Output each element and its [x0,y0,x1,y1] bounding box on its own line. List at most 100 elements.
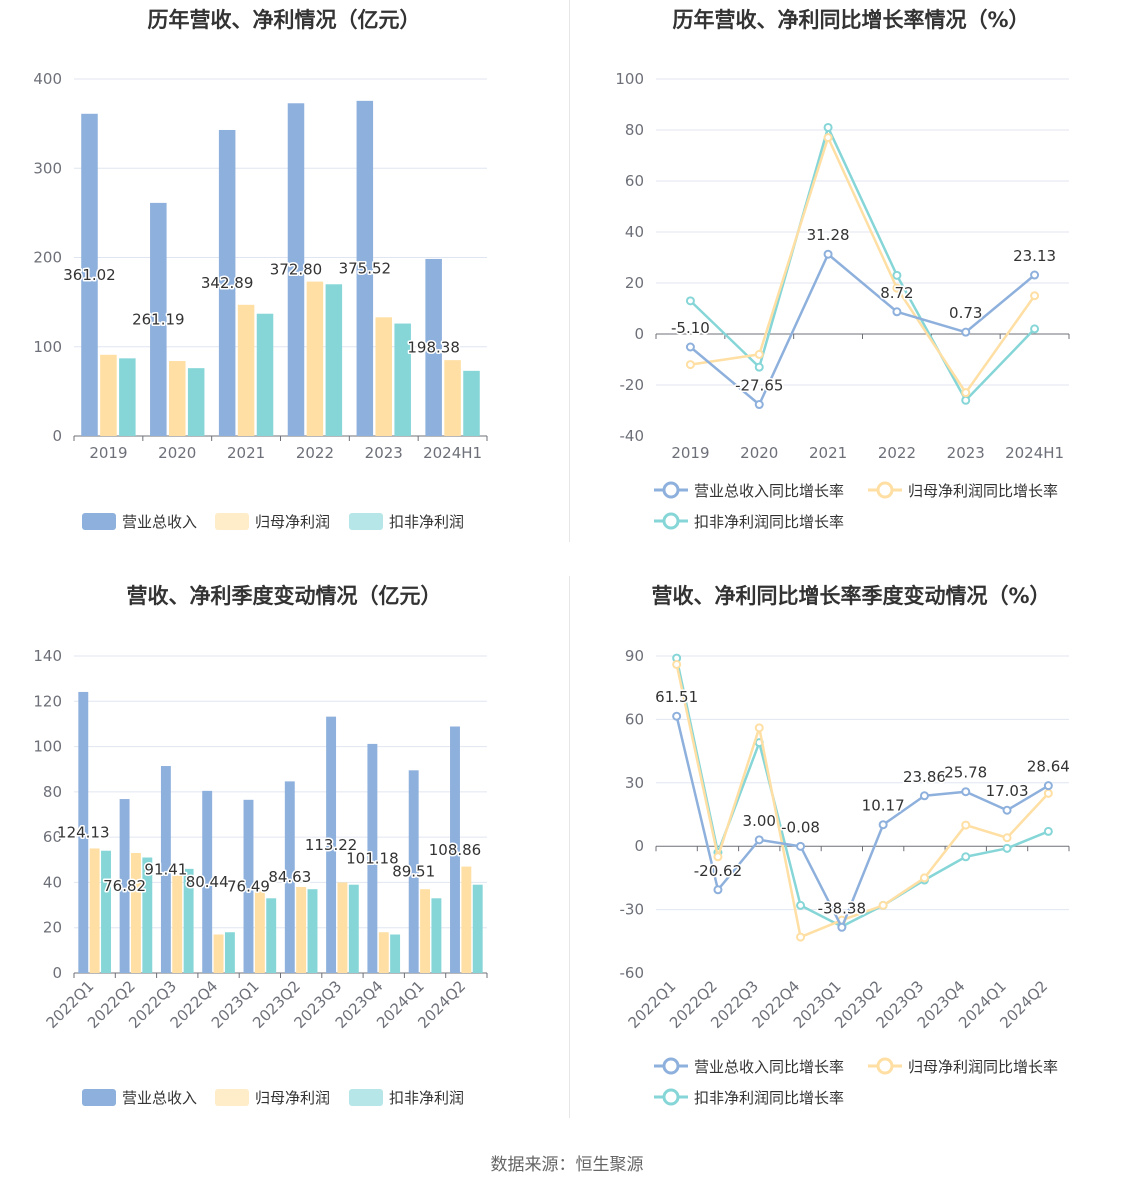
bar-2 [237,304,255,436]
bar-3 [266,898,277,973]
point-3 [892,270,902,280]
data-label: 101.18 [346,849,399,867]
point-2 [961,820,971,830]
point-1 [685,342,695,352]
bar-2 [306,281,324,436]
data-label: -0.08 [781,818,820,836]
chart-title: 历年营收、净利情况（亿元） [147,8,421,32]
legend-label: 归母净利润 [255,513,330,531]
bar-3 [183,868,194,973]
legend-label: 归母净利润同比增长率 [908,1058,1058,1076]
data-label: 261.19 [132,310,185,328]
legend-label: 营业总收入 [122,513,197,531]
bar-3 [394,323,411,436]
y-tick-label: 140 [33,647,62,665]
point-2 [672,659,682,669]
data-label: 372.80 [270,261,323,279]
legend-label: 扣非净利润同比增长率 [694,513,844,531]
bar-1 [78,691,89,973]
data-label: 375.52 [339,259,392,277]
x-tick-label: 2019 [89,444,127,462]
legend-marker [876,481,894,499]
point-2 [892,283,902,293]
point-1 [837,922,847,932]
y-tick-label: 120 [33,692,62,710]
bar-2 [444,360,461,436]
bar-2 [375,317,393,436]
data-label: -5.10 [671,319,710,337]
legend-label: 扣非净利润 [389,513,464,531]
point-1 [919,791,929,801]
point-2 [919,873,929,883]
y-tick-label: 60 [625,172,644,190]
legend-label: 营业总收入同比增长率 [694,1058,844,1076]
x-tick-label: 2021 [809,444,847,462]
y-tick-label: 30 [625,774,644,792]
series-line-3 [689,126,1036,402]
bar-3 [390,934,401,973]
bar-2 [100,354,117,436]
data-label: -27.65 [735,377,783,395]
y-tick-label: 60 [625,710,644,728]
chart-panel-quarterly-growth: 营收、净利同比增长率季度变动情况（%） -60 -30 0 30 60 90 2022Q1 2… [568,576,1134,1136]
data-label: 89.51 [392,863,435,881]
x-tick-label: 2020 [740,444,778,462]
point-2 [796,932,806,942]
data-source-note: 数据来源：恒生聚源 [490,1155,644,1175]
series-line-3 [675,657,1049,928]
bar-2 [168,361,186,436]
point-1 [892,307,902,317]
bar-3 [463,370,480,436]
point-2 [1030,291,1040,301]
y-tick-label: 0 [52,427,62,445]
bar-1 [160,766,171,973]
y-tick-label: 40 [43,873,62,891]
point-2 [754,723,764,733]
point-3 [961,395,971,405]
y-tick-label: -30 [620,901,645,919]
data-label: 8.72 [880,284,913,302]
point-3 [796,900,806,910]
bar-2 [461,866,472,973]
data-label: 76.82 [103,877,146,895]
point-2 [1043,788,1053,798]
legend-label: 扣非净利润 [389,1089,464,1107]
y-tick-label: 60 [43,828,62,846]
point-2 [823,133,833,143]
bar-2 [172,875,183,973]
bar-1 [119,799,130,973]
bar-3 [431,898,442,973]
y-tick-label: 300 [33,159,62,177]
legend-marker [662,481,680,499]
data-label: 91.41 [144,861,187,879]
bar-1 [284,781,295,973]
quarterly-growth-line-chart: -60-3003060902022Q12022Q22022Q32022Q4202… [620,647,1072,1107]
bar-1 [202,790,213,973]
bar-1 [356,100,374,437]
bar-3 [256,313,274,436]
bar-2 [420,889,431,973]
bar-3 [187,368,205,436]
data-label: 361.02 [63,266,116,284]
data-label: 17.03 [986,782,1029,800]
bar-2 [213,934,224,973]
chart-panel-annual-growth: 历年营收、净利同比增长率情况（%） -40 -20 0 20 40 60 80 100 2019… [568,0,1134,560]
bar-1 [150,202,167,436]
legend-label: 营业总收入同比增长率 [694,482,844,500]
data-label: -20.62 [694,862,742,880]
data-label: 80.44 [186,873,229,891]
vertical-divider-top [569,0,570,542]
series-line-1 [689,252,1036,406]
data-label: 23.86 [903,768,946,786]
point-1 [713,885,723,895]
bar-3 [101,850,111,973]
point-3 [961,852,971,862]
bar-3 [142,857,153,973]
point-1 [1002,805,1012,815]
point-1 [878,820,888,830]
y-tick-label: 80 [43,783,62,801]
data-label: 61.51 [655,688,698,706]
x-tick-label: 2021 [227,444,265,462]
data-label: 25.78 [944,764,987,782]
legend-marker [662,1088,680,1106]
